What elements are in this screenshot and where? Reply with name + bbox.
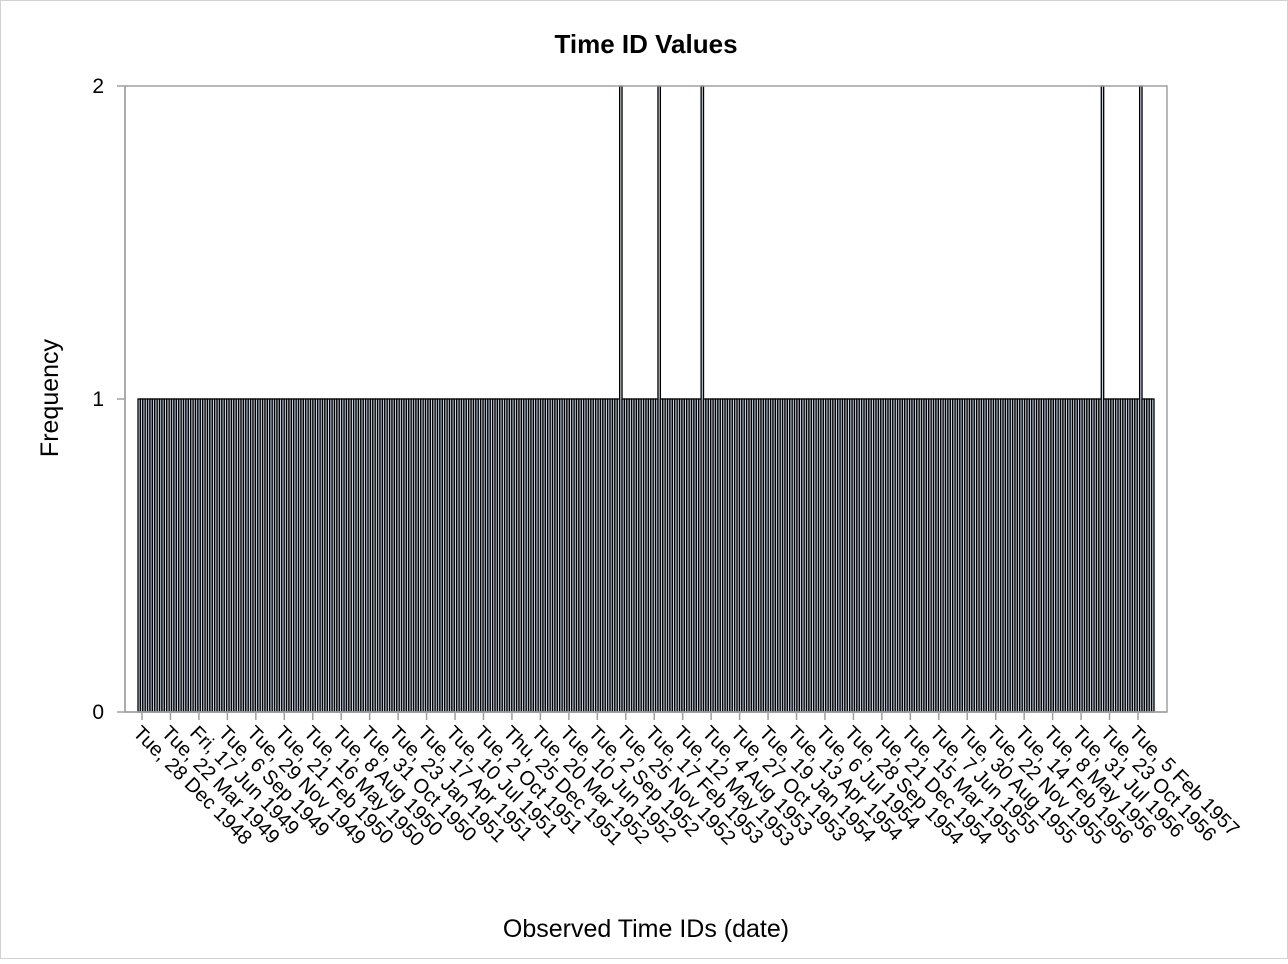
y-ticks-group: 0 1 2 — [92, 75, 125, 724]
y-tick-label: 0 — [92, 701, 104, 724]
bars-group — [137, 85, 1155, 713]
y-axis-label: Frequency — [36, 338, 64, 457]
y-tick-label: 2 — [92, 75, 104, 98]
chart-title: Time ID Values — [554, 29, 737, 59]
bar — [1150, 398, 1155, 713]
x-axis-label: Observed Time IDs (date) — [503, 915, 789, 943]
y-tick-label: 1 — [92, 388, 104, 411]
